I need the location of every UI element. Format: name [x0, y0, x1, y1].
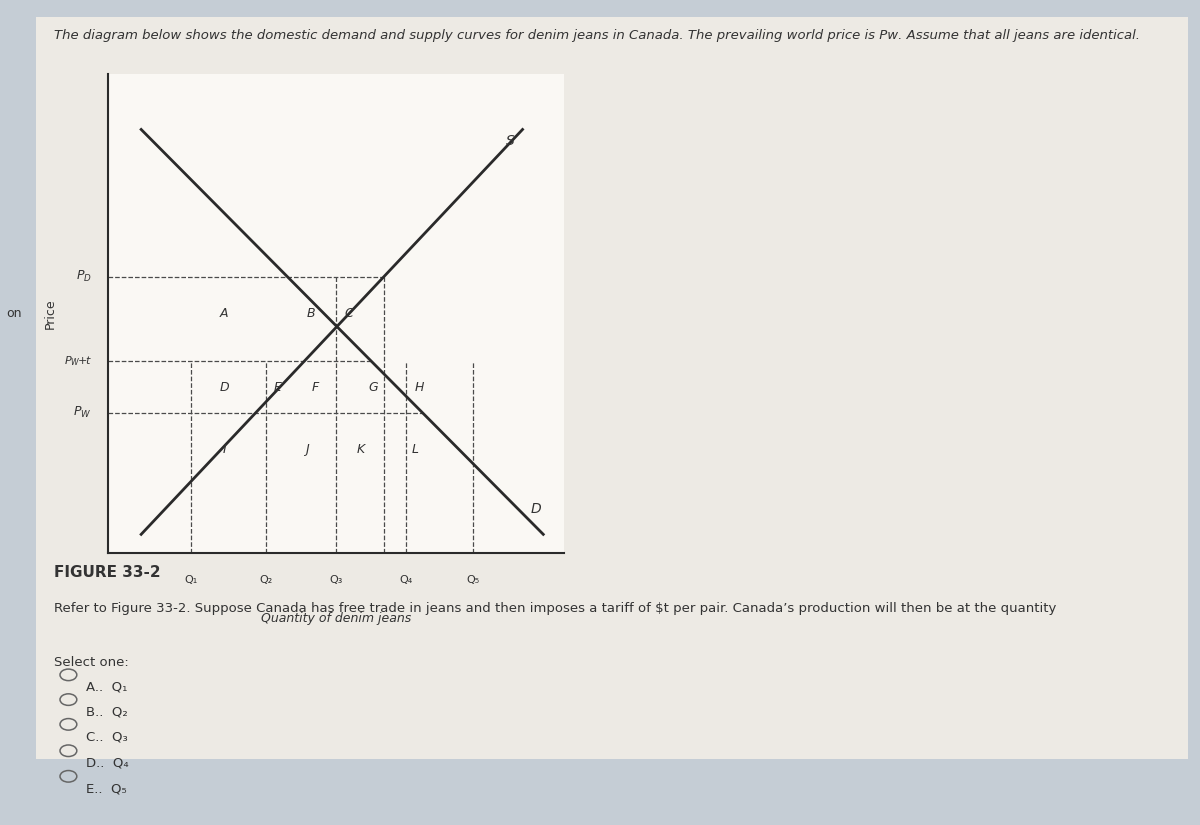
Text: Q₃: Q₃	[329, 575, 343, 585]
Text: Q₁: Q₁	[185, 575, 198, 585]
Text: on: on	[6, 307, 22, 320]
Text: H: H	[414, 380, 424, 394]
Text: F: F	[312, 380, 319, 394]
Text: Q₄: Q₄	[400, 575, 413, 585]
Text: B: B	[307, 307, 316, 320]
Text: Q₂: Q₂	[259, 575, 272, 585]
Text: G: G	[368, 380, 378, 394]
Text: A..  Q₁: A.. Q₁	[86, 681, 127, 694]
Text: L: L	[412, 443, 419, 456]
Text: $P_D$: $P_D$	[76, 269, 91, 285]
Text: C..  Q₃: C.. Q₃	[86, 730, 128, 743]
Text: K: K	[356, 443, 365, 456]
Text: The diagram below shows the domestic demand and supply curves for denim jeans in: The diagram below shows the domestic dem…	[54, 29, 1140, 42]
Text: I: I	[222, 443, 226, 456]
Text: Q₅: Q₅	[467, 575, 479, 585]
Text: E: E	[274, 380, 282, 394]
Text: Price: Price	[43, 298, 56, 329]
Text: E..  Q₅: E.. Q₅	[86, 782, 127, 795]
Text: D..  Q₄: D.. Q₄	[86, 757, 130, 770]
Text: J: J	[305, 443, 308, 456]
Text: A: A	[220, 307, 228, 320]
Text: Refer to Figure 33-2. Suppose Canada has free trade in jeans and then imposes a : Refer to Figure 33-2. Suppose Canada has…	[54, 602, 1056, 615]
Text: B..  Q₂: B.. Q₂	[86, 705, 128, 719]
Text: C: C	[344, 307, 353, 320]
Text: Quantity of denim jeans: Quantity of denim jeans	[260, 611, 412, 625]
Text: $P_W$: $P_W$	[73, 405, 91, 421]
Text: D: D	[530, 502, 541, 516]
Text: S: S	[506, 134, 515, 148]
Text: FIGURE 33-2: FIGURE 33-2	[54, 565, 161, 580]
Text: Select one:: Select one:	[54, 656, 128, 669]
Text: D: D	[220, 380, 229, 394]
Text: $P_W\!\!+\!\!t$: $P_W\!\!+\!\!t$	[64, 355, 91, 368]
